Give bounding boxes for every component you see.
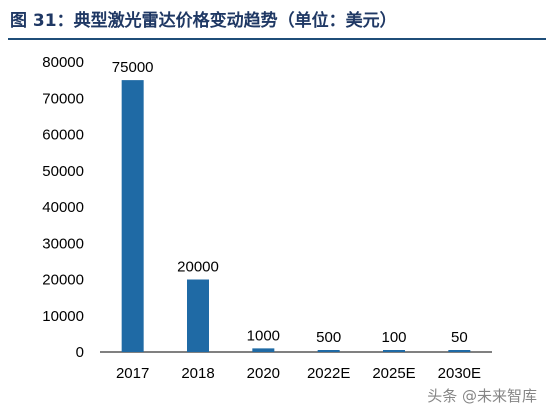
- bar-2025e: [383, 350, 405, 352]
- data-label-2018: 20000: [177, 259, 219, 276]
- bar-2018: [187, 279, 209, 352]
- y-tick-label: 10000: [42, 308, 84, 325]
- x-tick-label-2030e: 2030E: [438, 365, 481, 382]
- watermark: 头条 @未来智库: [427, 387, 537, 405]
- y-tick-label: 20000: [42, 272, 84, 289]
- y-tick-label: 70000: [42, 90, 84, 107]
- figure-title: 图 31：典型激光雷达价格变动趋势（单位：美元）: [10, 11, 397, 31]
- bar-2020: [252, 348, 275, 352]
- x-tick-label-2020: 2020: [247, 365, 280, 382]
- data-label-2022e: 500: [316, 329, 341, 346]
- data-label-2030e: 50: [451, 329, 468, 346]
- y-tick-label: 80000: [42, 54, 84, 71]
- data-label-2025e: 100: [381, 329, 406, 346]
- y-tick-label: 0: [76, 344, 84, 361]
- x-tick-label-2017: 2017: [116, 365, 149, 382]
- y-tick-label: 30000: [42, 235, 84, 252]
- title-divider: [8, 38, 546, 40]
- y-tick-label: 60000: [42, 127, 84, 144]
- x-tick-label-2022e: 2022E: [307, 365, 350, 382]
- y-tick-label: 40000: [42, 199, 84, 216]
- bar-2030e: [448, 350, 471, 352]
- y-tick-label: 50000: [42, 163, 84, 180]
- data-label-2017: 75000: [112, 59, 154, 76]
- x-tick-label-2025e: 2025E: [372, 365, 415, 382]
- data-label-2020: 1000: [247, 327, 280, 344]
- bar-2022e: [317, 350, 340, 352]
- bar-2017: [121, 80, 144, 352]
- x-tick-label-2018: 2018: [181, 365, 214, 382]
